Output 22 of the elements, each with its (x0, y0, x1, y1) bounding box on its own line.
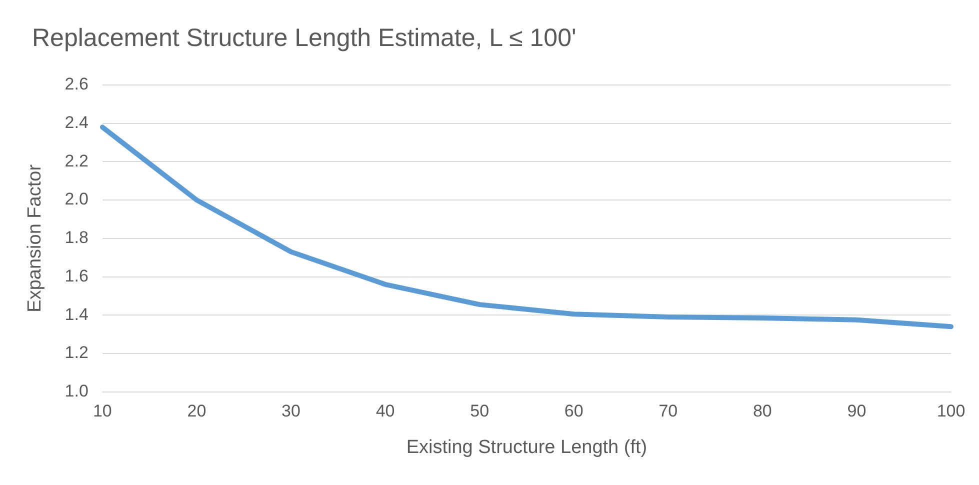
x-tick-label: 90 (847, 402, 866, 421)
y-axis-title: Expansion Factor (24, 164, 46, 312)
y-tick-label: 1.6 (64, 266, 88, 286)
x-tick-label: 30 (282, 402, 300, 421)
y-tick-label: 2.2 (64, 151, 88, 170)
y-tick-label: 1.8 (64, 228, 88, 248)
y-tick-label: 1.0 (64, 381, 88, 400)
x-tick-label: 40 (376, 402, 395, 421)
x-tick-label: 20 (187, 402, 206, 421)
y-tick-label: 2.6 (64, 74, 88, 94)
y-tick-label: 2.4 (64, 113, 88, 132)
x-tick-label: 50 (470, 402, 490, 421)
y-tick-label: 2.0 (64, 190, 88, 209)
y-tick-label: 1.2 (64, 343, 88, 362)
x-tick-label: 80 (752, 402, 772, 421)
x-tick-label: 100 (936, 402, 966, 421)
x-tick-label: 60 (564, 402, 584, 421)
x-tick-label: 10 (92, 402, 112, 421)
x-axis-title: Existing Structure Length (ft) (406, 436, 648, 458)
chart-title: Replacement Structure Length Estimate, L ≤ 100' (32, 24, 576, 53)
x-tick-label: 70 (658, 402, 678, 421)
y-tick-label: 1.4 (64, 304, 88, 324)
